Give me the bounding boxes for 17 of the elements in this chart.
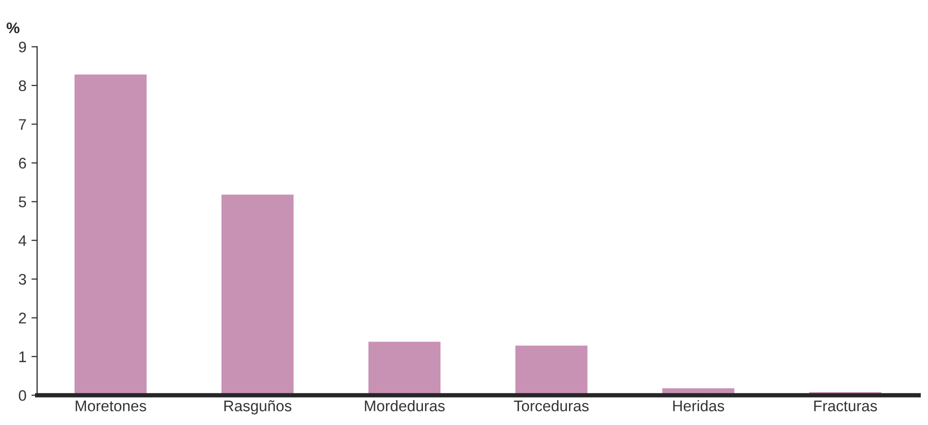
y-tick-label: 1 [19,352,26,362]
y-tick-label: 7 [18,119,26,130]
y-tick-label: 8 [18,80,26,92]
x-tick-label: Moretones [76,400,146,412]
y-tick-label: 2 [18,312,26,324]
x-tick-label: Mordeduras [364,400,445,412]
y-tick-label: 6 [18,158,26,169]
y-axis-title: % [6,22,20,34]
y-tick-label: 3 [18,274,26,285]
x-tick-label: Torceduras [514,400,589,412]
y-tick-label: 5 [18,196,26,208]
x-tick-label: Rasguños [224,400,292,414]
x-tick-label: Fracturas [814,400,877,412]
y-tick-label: 4 [18,235,26,246]
y-tick-label: 0 [18,390,26,401]
y-tick-label: 9 [18,42,26,52]
x-tick-label: Heridas [673,400,724,412]
